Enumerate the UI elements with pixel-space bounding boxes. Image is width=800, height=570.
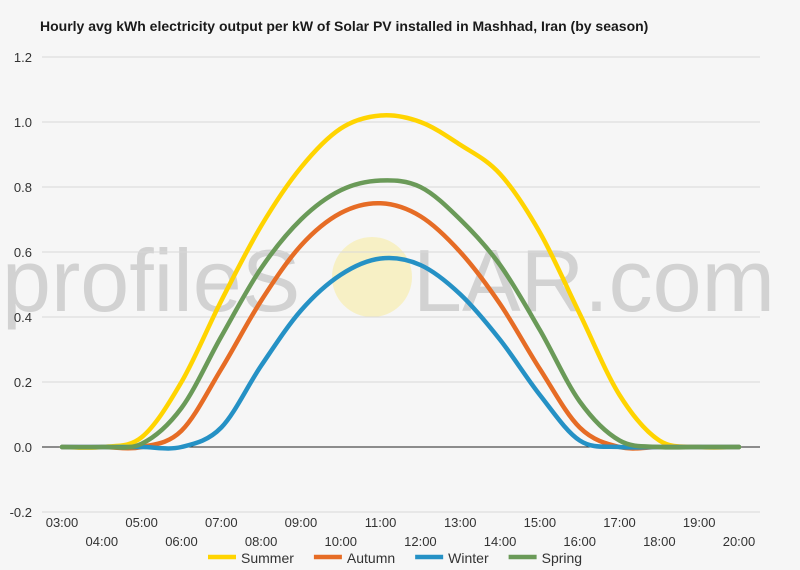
series-line-spring bbox=[59, 178, 742, 450]
x-tick-label: 09:00 bbox=[285, 515, 318, 530]
x-tick-label: 18:00 bbox=[643, 534, 676, 549]
x-tick-label: 20:00 bbox=[723, 534, 756, 549]
series-line-winter bbox=[59, 255, 742, 451]
watermark-sun bbox=[332, 237, 412, 317]
x-tick-label: 05:00 bbox=[125, 515, 158, 530]
x-tick-label: 07:00 bbox=[205, 515, 238, 530]
y-tick-label: -0.2 bbox=[10, 505, 32, 520]
legend-label: Summer bbox=[241, 550, 294, 566]
x-tick-label: 06:00 bbox=[165, 534, 198, 549]
y-tick-label: 0.6 bbox=[14, 245, 32, 260]
series-lines bbox=[59, 113, 742, 451]
y-tick-label: 0.2 bbox=[14, 375, 32, 390]
x-tick-label: 03:00 bbox=[46, 515, 79, 530]
x-tick-label: 13:00 bbox=[444, 515, 477, 530]
legend-item-spring: Spring bbox=[508, 550, 582, 566]
legend-label: Spring bbox=[542, 550, 582, 566]
legend-item-winter: Winter bbox=[415, 550, 489, 566]
x-tick-label: 14:00 bbox=[484, 534, 517, 549]
legend-item-autumn: Autumn bbox=[313, 550, 395, 566]
x-tick-label: 19:00 bbox=[683, 515, 716, 530]
x-tick-label: 08:00 bbox=[245, 534, 278, 549]
x-tick-label: 10:00 bbox=[324, 534, 357, 549]
gridlines bbox=[42, 56, 760, 513]
x-tick-label: 15:00 bbox=[524, 515, 557, 530]
watermark: profileS LAR.com bbox=[2, 231, 775, 330]
x-axis: 03:00 04:00 05:00 06:00 07:00 08:00 09:00 10:00… bbox=[46, 515, 756, 549]
y-tick-label: 0.0 bbox=[14, 440, 32, 455]
legend-label: Autumn bbox=[347, 550, 395, 566]
watermark-text-right: LAR.com bbox=[413, 231, 775, 330]
legend: Summer Autumn Winter Spring bbox=[208, 550, 582, 566]
x-tick-label: 12:00 bbox=[404, 534, 437, 549]
legend-label: Winter bbox=[448, 550, 489, 566]
y-tick-label: 0.8 bbox=[14, 180, 32, 195]
series-line-summer bbox=[59, 113, 742, 450]
y-axis: -0.2 0.0 0.2 0.4 0.6 0.8 1.0 1.2 bbox=[10, 50, 32, 520]
y-tick-label: 1.2 bbox=[14, 50, 32, 65]
y-tick-label: 1.0 bbox=[14, 115, 32, 130]
legend-item-summer: Summer bbox=[208, 550, 294, 566]
x-tick-label: 16:00 bbox=[563, 534, 596, 549]
x-tick-label: 17:00 bbox=[603, 515, 636, 530]
x-tick-label: 04:00 bbox=[86, 534, 119, 549]
y-tick-label: 0.4 bbox=[14, 310, 32, 325]
x-tick-label: 11:00 bbox=[365, 515, 397, 530]
chart-title: Hourly avg kWh electricity output per kW… bbox=[40, 18, 649, 34]
